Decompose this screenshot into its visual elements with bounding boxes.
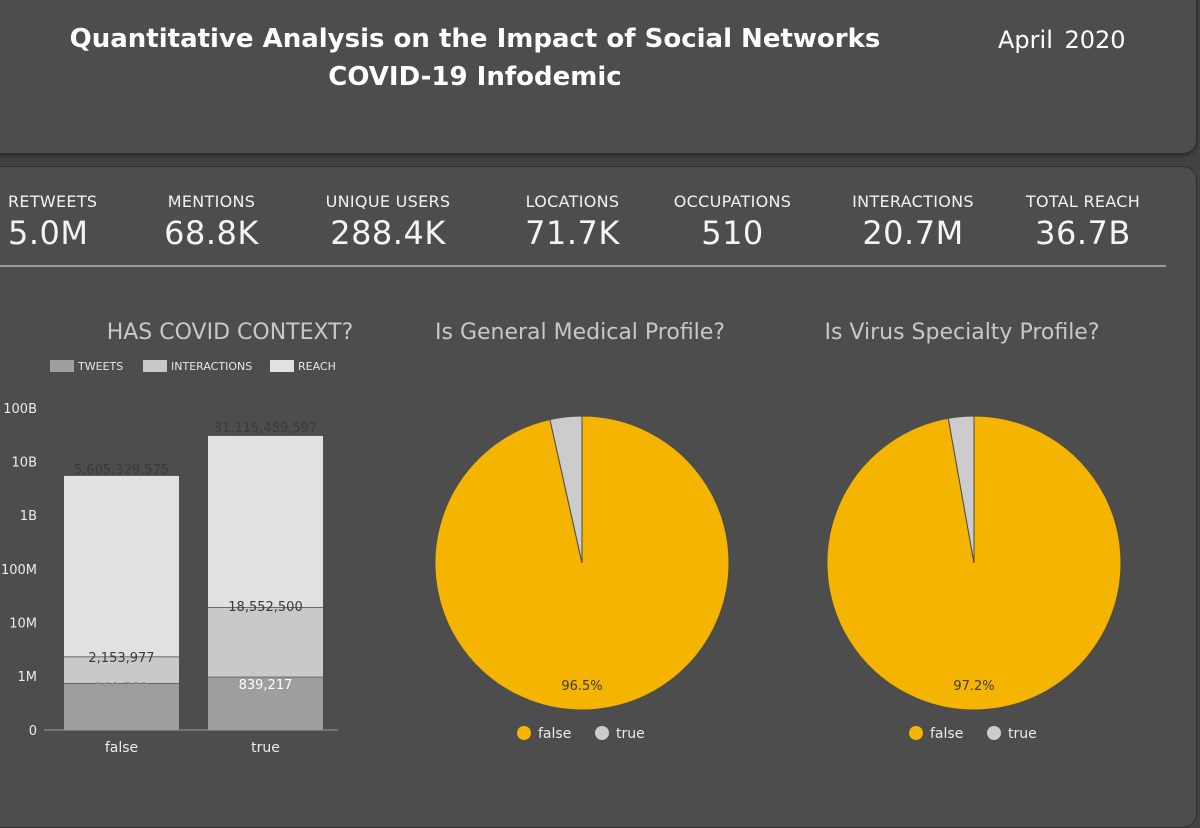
legend-label-tweets: TWEETS — [77, 360, 123, 373]
pie-chart-2-title: Is Virus Specialty Profile? — [824, 320, 1100, 345]
x-tick-label: false — [105, 740, 138, 756]
kpi-label: TOTAL REACH — [1025, 192, 1141, 211]
kpi-label: INTERACTIONS — [852, 192, 974, 211]
kpi-value: 68.8K — [164, 214, 259, 252]
legend-dot-true — [595, 726, 609, 740]
bar-segment-interactions — [208, 606, 323, 677]
legend-label-true: true — [616, 726, 645, 742]
y-tick-label: 1B — [20, 509, 37, 524]
pie-data-label: 96.5% — [561, 679, 602, 694]
kpi-label: MENTIONS — [167, 192, 256, 211]
kpi-value: 71.7K — [525, 214, 620, 252]
legend-dot-false — [909, 726, 923, 740]
pie-slice-true — [947, 415, 975, 564]
bar-chart-title: HAS COVID CONTEXT? — [106, 320, 354, 345]
legend-label-interactions: INTERACTIONS — [171, 360, 252, 373]
pie-slice-true — [549, 415, 583, 564]
title-line-1: Quantitative Analysis on the Impact of S… — [69, 24, 881, 54]
kpi-divider — [0, 265, 1166, 267]
kpi-value: 288.4K — [330, 214, 446, 252]
data-label: 2,153,977 — [88, 651, 154, 666]
kpi-occupations: OCCUPATIONS 510 — [660, 192, 805, 252]
pie-chart-1-title: Is General Medical Profile? — [435, 320, 725, 345]
y-tick-label: 10B — [12, 456, 37, 471]
kpi-value: 36.7B — [1035, 214, 1131, 252]
legend-label-reach: REACH — [298, 360, 336, 373]
legend-label-false: false — [930, 726, 963, 742]
bar-segment-tweets — [208, 676, 323, 730]
bar-segment-interactions — [64, 656, 179, 684]
legend-swatch-reach — [270, 360, 294, 372]
data-label: 18,552,500 — [228, 600, 302, 615]
kpi-unique-users: UNIQUE USERS 288.4K — [308, 192, 468, 252]
pie-data-label: 97.2% — [953, 679, 994, 694]
y-tick-label: 100M — [1, 563, 37, 578]
pie-chart-virus-specialty: 97.2% false true — [826, 415, 1122, 742]
pie-chart-general-medical: 96.5% false true — [434, 415, 730, 742]
bar-segment-reach — [64, 475, 179, 657]
data-label: 839,217 — [239, 678, 293, 693]
legend-swatch-tweets — [50, 360, 74, 372]
kpi-total-reach: TOTAL REACH 36.7B — [1012, 192, 1154, 252]
y-tick-label: 0 — [29, 724, 37, 739]
x-tick-label: true — [251, 740, 280, 756]
data-label: 31,115,459,597 — [214, 421, 317, 436]
report-date: April 2020 — [998, 26, 1126, 54]
kpi-label: RETWEETS — [8, 192, 98, 211]
legend-swatch-interactions — [143, 360, 167, 372]
legend-dot-true — [987, 726, 1001, 740]
report-title: Quantitative Analysis on the Impact of S… — [60, 20, 890, 96]
bar-segment-reach — [208, 435, 323, 607]
kpi-interactions: INTERACTIONS 20.7M — [838, 192, 988, 252]
kpi-locations: LOCATIONS 71.7K — [500, 192, 645, 252]
kpi-mentions: MENTIONS 68.8K — [140, 192, 283, 252]
kpi-retweets: RETWEETS 5.0M — [8, 192, 97, 252]
kpi-label: UNIQUE USERS — [325, 192, 451, 211]
kpi-value: 510 — [701, 214, 764, 252]
data-label: 5,605,329,575 — [74, 463, 169, 478]
kpi-label: LOCATIONS — [525, 192, 620, 211]
kpi-label: OCCUPATIONS — [673, 192, 792, 211]
header-panel — [0, 0, 1197, 154]
kpi-value: 20.7M — [862, 214, 964, 252]
y-tick-label: 100B — [3, 402, 37, 417]
bar-chart: TWEETS INTERACTIONS REACH 0 1M 10M 100M 1B 10B 10… — [1, 360, 338, 756]
legend-label-true: true — [1008, 726, 1037, 742]
legend-dot-false — [517, 726, 531, 740]
title-line-2: COVID-19 Infodemic — [328, 62, 622, 92]
y-tick-label: 1M — [18, 670, 38, 685]
legend-label-false: false — [538, 726, 571, 742]
data-label: 160,783 — [95, 681, 149, 696]
kpi-value: 5.0M — [8, 214, 89, 252]
y-tick-label: 10M — [9, 616, 37, 631]
